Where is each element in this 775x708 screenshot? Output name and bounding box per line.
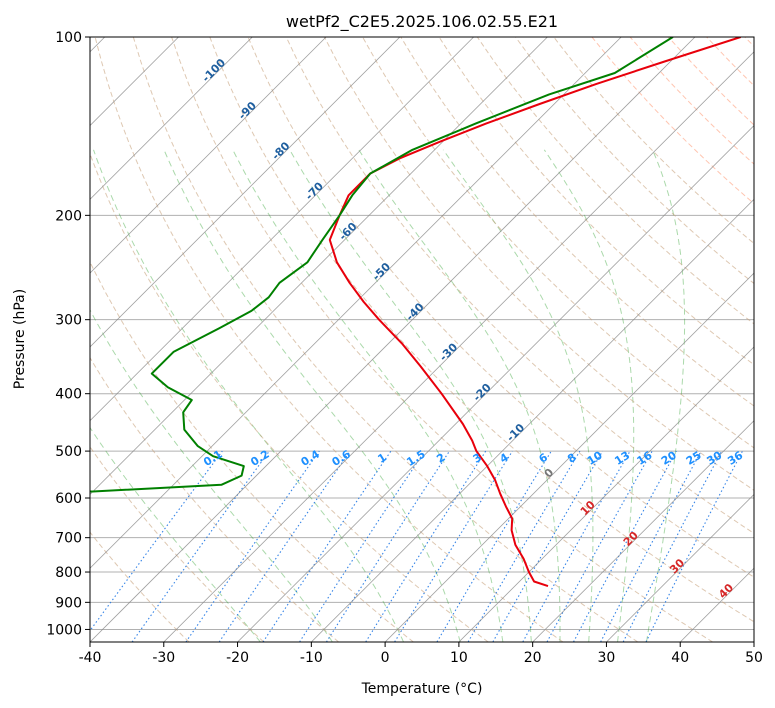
mixing-ratio-line xyxy=(468,451,580,642)
x-tick-label: 30 xyxy=(598,650,616,666)
isotherm-label: 10 xyxy=(578,498,598,518)
dry-adiabat xyxy=(363,37,775,642)
mixing-ratio-label: 8 xyxy=(565,451,578,466)
dry-adiabat xyxy=(133,37,638,642)
y-axis: 100 200 300 400 500 600 700 800 900 1000 xyxy=(46,30,90,638)
x-tick-label: 40 xyxy=(671,650,689,666)
dry-adiabat xyxy=(172,37,713,642)
isotherm-line xyxy=(311,37,775,642)
y-tick-label: 800 xyxy=(55,565,82,581)
x-tick-label: 50 xyxy=(745,650,763,666)
isotherm-line xyxy=(0,37,252,642)
y-tick-label: 500 xyxy=(55,444,82,460)
dry-adiabat xyxy=(19,37,414,642)
isotherm-label: -60 xyxy=(336,220,359,243)
isotherm-line xyxy=(0,37,326,642)
mixing-ratio-line xyxy=(623,451,722,642)
mixing-ratio-line xyxy=(547,451,652,642)
isotherm-line xyxy=(0,37,400,642)
mixing-ratio-labels: 0.1 0.2 0.4 0.6 1 1.5 2 3 4 6 8 10 13 16 20 25 30 36 xyxy=(201,447,745,469)
plot-area: -100-90-80-70-60-50-40-30-20-10010203040… xyxy=(0,37,775,642)
mixing-ratio-lines xyxy=(82,451,743,642)
dry-adiabat xyxy=(516,37,775,642)
moist-adiabat xyxy=(0,150,260,642)
isotherm-label: -10 xyxy=(504,421,527,444)
dry-adiabat xyxy=(745,37,775,642)
pressure-gridlines xyxy=(90,37,754,629)
isotherm-line xyxy=(533,37,775,642)
isotherm-label: -100 xyxy=(200,56,229,85)
y-tick-label: 200 xyxy=(55,208,82,224)
mixing-ratio-line xyxy=(219,451,350,642)
mixing-ratio-label: 2 xyxy=(434,451,447,466)
dry-adiabat xyxy=(554,37,775,642)
x-tick-label: 20 xyxy=(524,650,542,666)
dewpoint-line xyxy=(0,37,673,586)
dry-adiabat xyxy=(707,37,775,642)
dry-adiabat xyxy=(630,37,775,642)
isotherm-label: -30 xyxy=(437,340,460,363)
isotherm-line xyxy=(90,37,695,642)
isotherm-label: -70 xyxy=(303,179,326,202)
isotherm-line xyxy=(459,37,775,642)
y-tick-label: 1000 xyxy=(46,622,82,638)
isotherm-label: -80 xyxy=(269,139,292,162)
mixing-ratio-label: 6 xyxy=(537,451,551,466)
mixing-ratio-label: 4 xyxy=(497,451,511,466)
mixing-ratio-line xyxy=(601,451,702,642)
isotherm-label: 30 xyxy=(667,556,687,576)
isotherm-label: 40 xyxy=(716,581,736,601)
y-tick-label: 400 xyxy=(55,387,82,403)
isotherm-line xyxy=(385,37,775,642)
mixing-ratio-line xyxy=(574,451,677,642)
x-tick-label: 10 xyxy=(450,650,468,666)
isotherm-label: -90 xyxy=(236,99,259,122)
mixing-ratio-label: 0.4 xyxy=(299,447,323,469)
mixing-ratio-line xyxy=(326,451,449,642)
x-tick-label: -30 xyxy=(152,650,175,666)
mixing-ratio-line xyxy=(263,451,391,642)
x-tick-label: -10 xyxy=(300,650,323,666)
mixing-ratio-line xyxy=(82,451,223,642)
y-tick-label: 900 xyxy=(55,595,82,611)
isotherm-label: -20 xyxy=(471,381,494,404)
isotherms xyxy=(0,37,775,642)
x-axis: -40 -30 -20 -10 0 10 20 30 40 50 xyxy=(79,642,763,666)
sounding-series xyxy=(0,37,741,586)
dry-adiabat xyxy=(57,37,488,642)
dry-adiabat xyxy=(592,37,775,642)
x-tick-label: -40 xyxy=(79,650,102,666)
mixing-ratio-line xyxy=(300,451,425,642)
dry-adiabat xyxy=(0,37,189,642)
isotherm-line xyxy=(754,37,775,642)
y-tick-label: 100 xyxy=(55,30,82,46)
mixing-ratio-label: 1 xyxy=(375,451,388,466)
x-tick-label: -20 xyxy=(226,650,249,666)
dry-adiabats xyxy=(0,37,775,642)
mixing-ratio-label: 0.6 xyxy=(330,447,354,469)
isotherm-label: -50 xyxy=(370,260,393,283)
x-tick-label: 0 xyxy=(381,650,390,666)
moist-adiabat xyxy=(233,150,503,642)
y-tick-label: 300 xyxy=(55,313,82,329)
dry-adiabat xyxy=(0,37,264,642)
y-axis-label: Pressure (hPa) xyxy=(12,289,28,389)
y-tick-label: 600 xyxy=(55,491,82,507)
dry-adiabat xyxy=(0,37,339,642)
moist-adiabat xyxy=(443,150,593,642)
x-axis-label: Temperature (°C) xyxy=(361,681,483,697)
chart-title: wetPf2_C2E5.2025.106.02.55.E21 xyxy=(286,12,558,32)
isotherm-line xyxy=(680,37,775,642)
y-tick-label: 700 xyxy=(55,531,82,547)
isotherm-line xyxy=(16,37,621,642)
dry-adiabat xyxy=(439,37,775,642)
